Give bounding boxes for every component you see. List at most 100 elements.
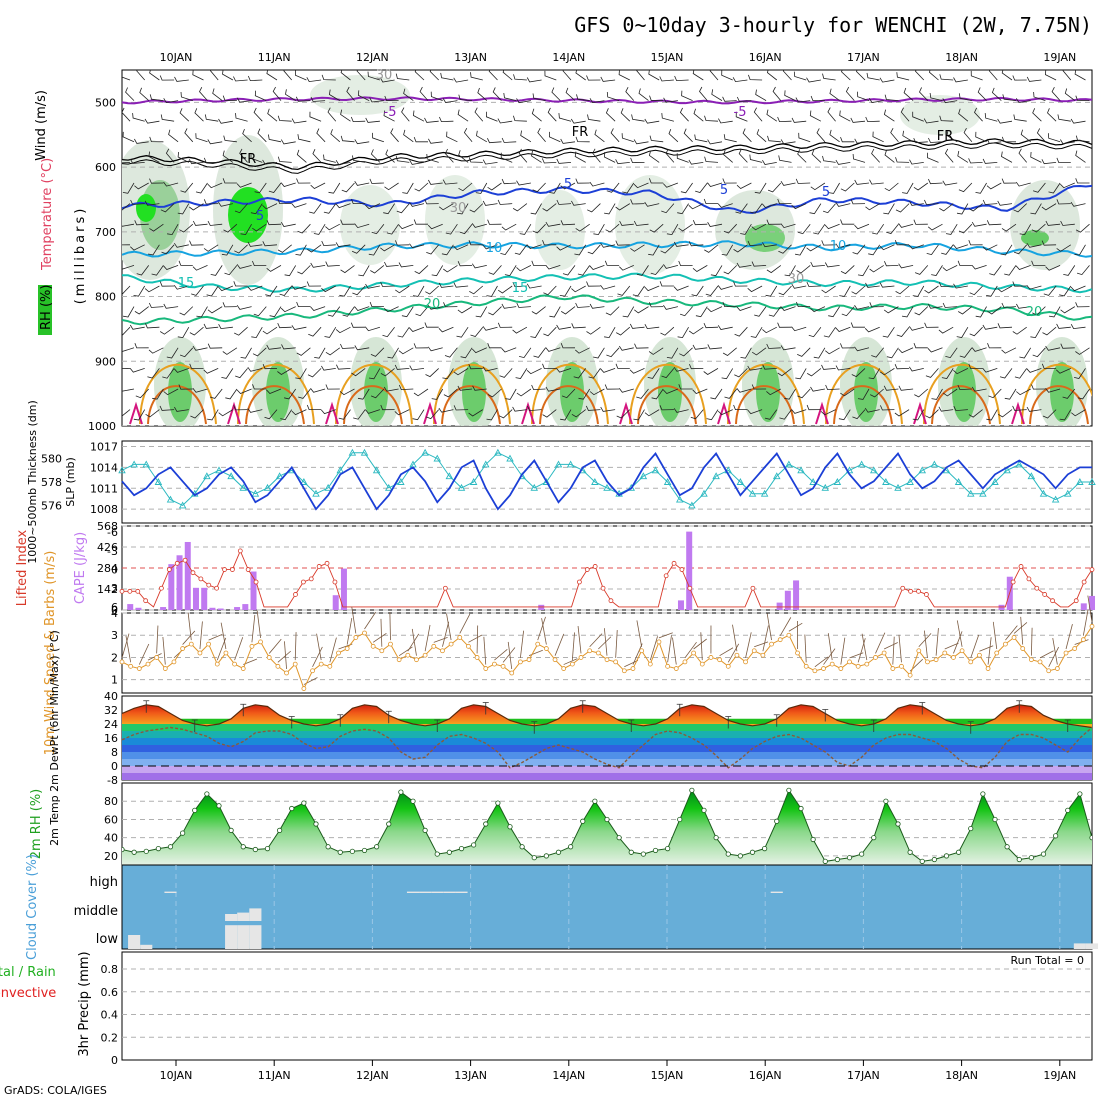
wind-barb: [840, 182, 855, 192]
wind-barb: [723, 134, 737, 143]
rh-shade: [756, 362, 780, 422]
wind10m-point: [1011, 635, 1017, 640]
thickness-point: [930, 460, 939, 468]
wind-barb: [870, 388, 884, 398]
temperature-tick-label: 8: [111, 746, 118, 759]
wind10m-point: [396, 657, 402, 663]
wind10m-point: [388, 641, 393, 647]
wind-barb: [403, 88, 414, 101]
thickness-point: [712, 472, 720, 480]
lifted-index-point: [159, 585, 164, 591]
wind-barb: [754, 306, 767, 317]
wind10m-barb: [684, 641, 697, 659]
wind-barb: [736, 96, 752, 102]
thickness-point: [663, 478, 672, 485]
contour-label: 30: [450, 201, 467, 216]
precip-axis-label: 3hr Precip (mm): [77, 951, 92, 1056]
wind-barb: [1060, 343, 1075, 349]
wind10m-barb: [1039, 650, 1054, 659]
wind-barb: [383, 110, 395, 122]
rh-point: [143, 848, 149, 854]
wind-barb: [1031, 223, 1046, 233]
wind-barb: [648, 347, 664, 355]
wind-barb: [428, 179, 443, 185]
wind-barb: [616, 326, 631, 336]
wind10m-barb: [571, 632, 575, 661]
wind-barb: [475, 182, 488, 194]
wind-barb: [1032, 347, 1046, 358]
wind-barb: [548, 131, 561, 143]
wind10m-barb: [658, 632, 673, 639]
wind-barb: [456, 203, 469, 215]
wind-barb: [699, 86, 708, 101]
wind-barb: [821, 240, 836, 246]
wind10m-barb: [398, 646, 413, 657]
wind-barb: [723, 223, 737, 234]
wind-barb: [733, 281, 748, 287]
wind-barb: [1041, 159, 1057, 165]
temperature-minmax-bar: [919, 702, 926, 715]
wind10m-point: [647, 661, 653, 667]
rh-point: [580, 818, 586, 824]
wind-barb: [463, 128, 473, 143]
pressure-axis-label: (millibars): [73, 206, 88, 305]
wind-barb: [963, 128, 973, 143]
precip-tick-label: 0.8: [101, 963, 119, 976]
wind-barb: [512, 326, 528, 334]
wind-barb: [222, 347, 238, 355]
wind-barb: [297, 223, 311, 234]
wind-barb: [751, 347, 767, 356]
wind-barb: [866, 72, 880, 81]
temperature-minmax-bar: [967, 721, 974, 734]
wind-barb: [445, 223, 458, 235]
cloud-bar: [419, 891, 432, 893]
wind-barb: [974, 107, 983, 122]
wind-barb: [717, 325, 733, 330]
contour-line: [1029, 385, 1089, 425]
thickness-point: [1051, 495, 1060, 503]
wind10m-barb: [156, 625, 159, 654]
wind-barb: [547, 107, 557, 122]
temperature-minmax-bar: [1016, 700, 1023, 713]
thickness-point: [1003, 466, 1011, 474]
lifted-index-point: [206, 582, 212, 588]
wind-barb: [999, 368, 1013, 379]
wind-barb: [912, 285, 925, 297]
contour-line: [539, 385, 599, 425]
wind-barb: [223, 135, 237, 143]
wind-barb: [823, 326, 836, 338]
wind-barb: [796, 301, 811, 307]
wind-barb: [736, 262, 752, 268]
wind-barb: [383, 203, 395, 215]
wind-barb: [218, 409, 234, 417]
lifted-index-point: [584, 567, 590, 572]
cape-tick-label: 284: [97, 562, 118, 575]
wind-barb: [676, 153, 689, 163]
wind-barb: [618, 70, 630, 81]
wind-barb: [721, 368, 734, 380]
wind10m-barb: [970, 634, 980, 659]
wind-barb: [704, 244, 719, 253]
lifted-index-point: [293, 592, 298, 597]
wind10m-point: [543, 646, 549, 651]
wind10m-barb: [636, 620, 643, 647]
cape-bar: [217, 608, 224, 610]
wind-barb: [512, 203, 528, 212]
temperature-tick-label: -8: [107, 774, 118, 787]
thickness-point: [651, 466, 660, 474]
wind-barb: [886, 347, 899, 359]
wind-barb: [309, 111, 322, 122]
wind-barb: [134, 306, 149, 315]
date-tick-top: 12JAN: [356, 51, 389, 64]
wind-barb: [195, 182, 208, 194]
wind-barb: [471, 263, 487, 269]
wind-barb: [942, 98, 958, 104]
wind10m-barb: [779, 617, 792, 636]
wind-barb: [514, 244, 528, 255]
wind10m-barb: [615, 630, 618, 658]
precip-tick-label: 0.2: [101, 1031, 119, 1044]
wind-barb: [615, 159, 630, 165]
wind-barb: [488, 265, 502, 275]
wind-barb: [222, 150, 234, 163]
wind-barb: [1019, 224, 1032, 236]
